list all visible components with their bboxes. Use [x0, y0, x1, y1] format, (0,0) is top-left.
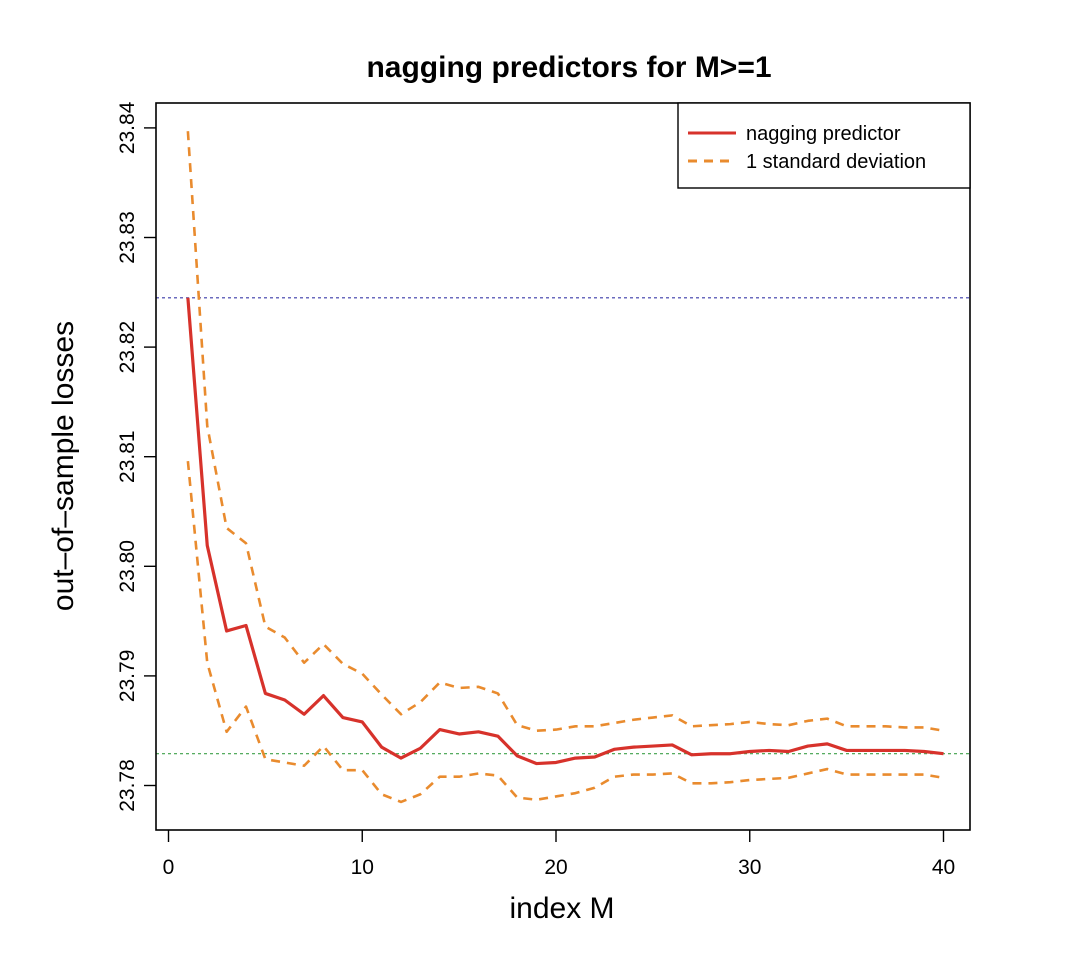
x-tick-label: 10 [351, 856, 374, 879]
y-tick-label: 23.80 [116, 540, 139, 593]
series-line-0 [186, 297, 944, 766]
y-axis-label: out–of–sample losses [47, 321, 80, 611]
x-tick-label: 20 [544, 856, 567, 879]
chart-title: nagging predictors for M>=1 [366, 51, 771, 84]
y-tick-label: 23.82 [116, 321, 139, 374]
legend-label-standard-deviation: 1 standard deviation [746, 151, 926, 173]
series-line-2 [186, 460, 944, 804]
x-axis: 0 10 20 30 40 [163, 830, 955, 879]
x-tick-label: 40 [932, 856, 955, 879]
series-line-1 [186, 131, 944, 733]
y-tick-label: 23.79 [116, 650, 139, 703]
legend-box [677, 102, 971, 189]
legend: nagging predictor 1 standard deviation [677, 102, 971, 189]
y-tick-label: 23.83 [116, 211, 139, 264]
plot-frame [155, 102, 971, 831]
y-tick-label: 23.81 [116, 430, 139, 483]
legend-label-nagging-predictor: nagging predictor [746, 123, 901, 145]
y-tick-label: 23.78 [116, 759, 139, 812]
y-tick-label: 23.84 [116, 101, 139, 154]
x-axis-label: index M [509, 892, 614, 925]
y-axis: 23.78 23.79 23.80 23.81 23.82 23.83 23.84 [116, 101, 156, 812]
x-tick-label: 30 [738, 856, 761, 879]
x-tick-label: 0 [163, 856, 175, 879]
